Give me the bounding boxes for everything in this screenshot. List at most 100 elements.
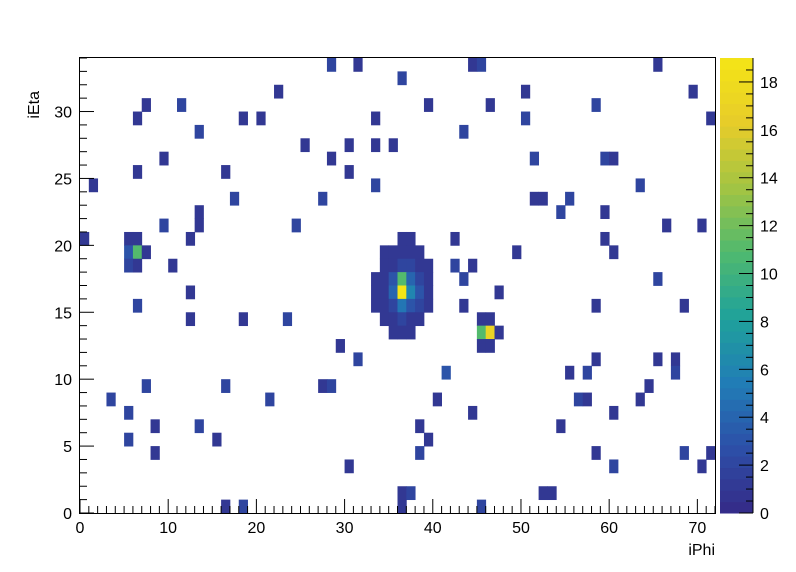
heatmap-cell — [476, 312, 487, 327]
heatmap-cell — [185, 312, 196, 327]
x-tick-label: 70 — [688, 520, 706, 537]
x-tick-label: 40 — [424, 520, 442, 537]
heatmap-cell — [124, 245, 134, 260]
palette-band — [720, 399, 753, 412]
heatmap-cell — [600, 231, 610, 246]
y-tick-label: 25 — [54, 171, 72, 188]
heatmap-cell — [538, 191, 548, 206]
heatmap-cell — [150, 419, 160, 434]
palette-band — [720, 365, 753, 378]
palette-band — [720, 308, 753, 321]
heatmap-cell — [159, 218, 169, 233]
palette-band — [720, 478, 753, 491]
heatmap-cell — [335, 339, 345, 353]
heatmap-cell — [88, 178, 99, 193]
x-tick-label: 0 — [76, 520, 85, 537]
heatmap-cell — [212, 432, 222, 447]
heatmap-cell — [397, 71, 407, 86]
heatmap-cell — [529, 151, 540, 166]
heatmap-cell — [256, 111, 266, 126]
heatmap-cell — [353, 58, 363, 72]
heatmap-cell — [132, 258, 143, 273]
palette-band — [720, 217, 753, 230]
palette-tick-label: 12 — [760, 219, 778, 236]
heatmap-cell — [609, 405, 619, 420]
heatmap-cell — [679, 446, 689, 460]
x-axis-label: iPhi — [688, 542, 715, 559]
heatmap-cell — [194, 419, 204, 434]
heatmap-cell — [406, 312, 416, 327]
heatmap-cell — [344, 165, 354, 179]
palette-tick-label: 0 — [760, 506, 769, 523]
palette-band — [720, 353, 753, 366]
palette-tick-label: 4 — [760, 410, 769, 427]
palette-tick-label: 18 — [760, 75, 778, 92]
heatmap-cell — [635, 392, 645, 407]
palette-band — [720, 183, 753, 195]
heatmap-cell — [388, 285, 398, 300]
y-axis-label: iEta — [26, 91, 43, 119]
heatmap-cell — [415, 446, 425, 460]
palette-band — [720, 205, 753, 218]
heatmap-cell — [520, 84, 531, 99]
y-tick-label: 5 — [63, 439, 72, 456]
heatmap-cell — [124, 432, 134, 447]
heatmap-cell — [124, 405, 134, 420]
heatmap-cell — [485, 98, 495, 112]
x-axis: 0 10 20 30 40 50 60 70 — [76, 499, 716, 537]
palette-band — [720, 194, 753, 207]
heatmap-cell — [291, 218, 301, 233]
heatmap-cell — [653, 352, 663, 367]
palette-band — [720, 319, 753, 332]
heatmap-cell — [150, 446, 160, 460]
palette-band — [720, 228, 753, 241]
heatmap-cell — [706, 446, 716, 460]
heatmap-cell — [476, 499, 487, 514]
heatmap-cell — [591, 298, 601, 313]
heatmap-cell — [397, 325, 407, 340]
palette-band — [720, 422, 753, 434]
heatmap-cell — [609, 245, 619, 260]
heatmap-cell — [379, 272, 390, 286]
heatmap-cell — [388, 325, 398, 340]
heatmap-cell — [177, 98, 187, 112]
heatmap-cell — [600, 151, 610, 166]
palette-band — [720, 103, 753, 116]
palette-band — [720, 490, 753, 503]
heatmap-cell — [529, 191, 540, 206]
heatmap-cell — [274, 84, 284, 99]
palette-band — [720, 69, 753, 82]
heatmap-cell — [706, 111, 716, 126]
heatmap-cell — [124, 231, 134, 246]
palette-band — [720, 274, 753, 287]
heatmap-cell — [379, 312, 390, 327]
palette-tick-label: 2 — [760, 458, 769, 475]
heatmap-cell — [406, 245, 416, 260]
heatmap-cell — [397, 231, 407, 246]
heatmap-cell — [459, 124, 469, 139]
heatmap-cell — [485, 312, 495, 327]
heatmap-cell — [132, 245, 143, 260]
heatmap-cell — [644, 379, 654, 393]
palette-band — [720, 387, 753, 400]
heatmap-cell — [168, 258, 178, 273]
palette-band — [720, 137, 753, 150]
palette-band — [720, 126, 753, 139]
heatmap-cell — [379, 245, 390, 260]
y-axis: 0 5 10 15 20 25 30 — [54, 57, 94, 523]
palette-tick-label: 10 — [760, 267, 778, 284]
heatmap-cell — [423, 432, 434, 447]
palette-band — [720, 331, 753, 343]
palette-band — [720, 456, 753, 469]
heatmap-cell — [547, 486, 557, 501]
heatmap-cell — [397, 486, 407, 501]
heatmap-cell — [688, 84, 698, 99]
heatmap-cell — [388, 312, 398, 327]
palette-tick-label: 14 — [760, 171, 778, 188]
heatmap-cell — [450, 231, 460, 246]
heatmap-cell — [397, 312, 407, 327]
heatmap-cell — [476, 58, 487, 72]
heatmap-cell — [415, 312, 425, 327]
heatmap-cell — [397, 499, 407, 514]
heatmap-cell — [397, 285, 407, 300]
